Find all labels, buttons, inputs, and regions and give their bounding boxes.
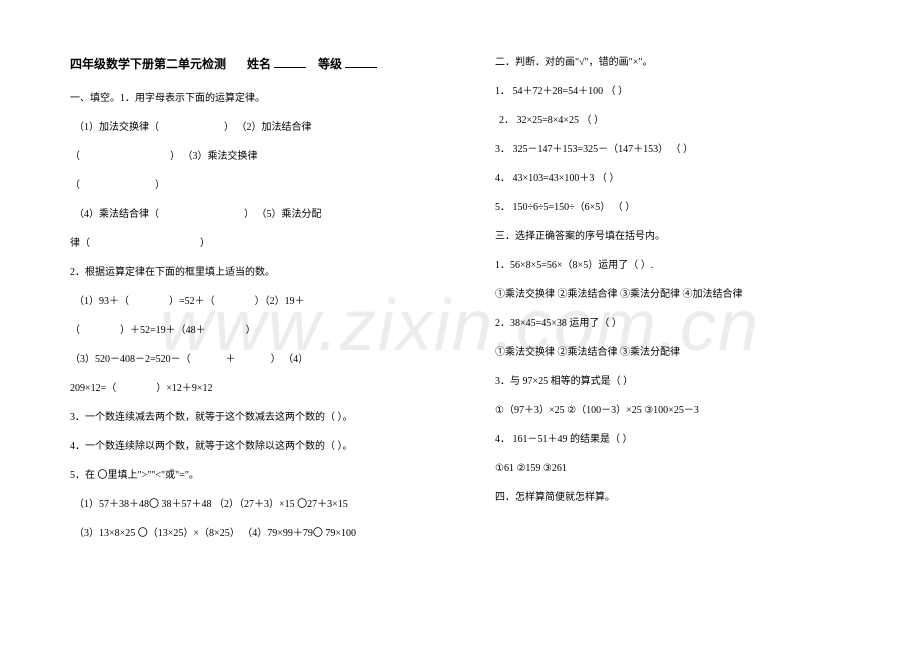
choose-1-opts: ①乘法交换律 ②乘法结合律 ③乘法分配律 ④加法结合律 (495, 287, 880, 302)
q2-l2b: ）＋52=19＋（48＋ (120, 325, 206, 336)
q1-l3b: ） (155, 180, 165, 191)
choose-2-opts: ①乘法交换律 ②乘法结合律 ③乘法分配律 (495, 345, 880, 360)
choose-3: 3．与 97×25 相等的算式是（ ） (495, 374, 880, 389)
q1-l3a: （ (70, 180, 80, 191)
q2-line1: （1）93＋（ ）=52＋（ ）（2）19＋ (74, 294, 455, 309)
q5-line2: （3）13×8×25 〇（13×25）×（8×25） （4）79×99＋79〇 … (74, 526, 455, 541)
q2-line3: （3）520－408－2=520－（ ＋ ） （4） (70, 352, 455, 367)
q2-l1a: （1）93＋（ (74, 296, 129, 307)
choose-3-opts: ①（97＋3）×25 ②（100－3）×25 ③100×25－3 (495, 403, 880, 418)
q1-l5b: ） (200, 238, 210, 249)
q2-l3c: ） （4） (271, 354, 309, 365)
right-column: 二．判断．对的画"√"，错的画"×"。 1． 54＋72＋28=54＋100 （… (495, 55, 880, 555)
title-grade-label: 等级 (318, 57, 342, 71)
q1-line2: （ ） （3）乘法交换律 (70, 149, 455, 164)
choose-1: 1．56×8×5=56×（8×5）运用了（ ）. (495, 258, 880, 273)
choose-4-opts: ①61 ②159 ③261 (495, 461, 880, 476)
q1-l4b: ） （5）乘法分配 (244, 209, 322, 220)
q1-line4: （4）乘法结合律（ ） （5）乘法分配 (74, 207, 455, 222)
section-judge-heading: 二．判断．对的画"√"，错的画"×"。 (495, 55, 880, 70)
judge-3: 3． 325－147＋153=325－（147＋153） （ ） (495, 142, 880, 157)
judge-2: 2． 32×25=8×4×25 （ ） (499, 113, 880, 128)
section-4-heading: 四．怎样算简便就怎样算。 (495, 490, 880, 505)
q1-l2b: ） （3）乘法交换律 (170, 151, 258, 162)
grade-blank (345, 57, 377, 68)
exam-title: 四年级数学下册第二单元检测 姓名 等级 (70, 55, 455, 73)
choose-2: 2．38×45=45×38 运用了（ ） (495, 316, 880, 331)
q1-l1b: ） （2）加法结合律 (224, 122, 312, 133)
q2-l1b: ）=52＋（ (169, 296, 215, 307)
q1-line5: 律（ ） (70, 236, 455, 251)
name-blank (274, 57, 306, 68)
q5-line1: （1）57＋38＋48〇 38＋57＋48 （2）（27＋3）×15 〇27＋3… (74, 497, 455, 512)
page-container: 四年级数学下册第二单元检测 姓名 等级 一、填空。1．用字母表示下面的运算定律。… (0, 0, 920, 575)
q2-l2c: ） (246, 325, 256, 336)
q1-line3: （ ） (70, 178, 455, 193)
q2-l4b: ）×12＋9×12 (156, 383, 212, 394)
title-main: 四年级数学下册第二单元检测 (70, 57, 226, 71)
section-1-heading: 一、填空。1．用字母表示下面的运算定律。 (70, 91, 455, 106)
q1-l5a: 律（ (70, 238, 90, 249)
q2-l1c: ）（2）19＋ (255, 296, 305, 307)
q2-l4a: 209×12=（ (70, 383, 116, 394)
section-2-heading: 2．根据运算定律在下面的框里填上适当的数。 (70, 265, 455, 280)
left-column: 四年级数学下册第二单元检测 姓名 等级 一、填空。1．用字母表示下面的运算定律。… (70, 55, 455, 555)
title-name-label: 姓名 (247, 57, 271, 71)
q2-line2: （ ）＋52=19＋（48＋ ） (70, 323, 455, 338)
q1-l4a: （4）乘法结合律（ (74, 209, 159, 220)
section-choose-heading: 三．选择正确答案的序号填在括号内。 (495, 229, 880, 244)
q1-l2a: （ (70, 151, 80, 162)
judge-5: 5． 150÷6÷5=150÷（6×5） （ ） (495, 200, 880, 215)
judge-4: 4． 43×103=43×100＋3 （ ） (495, 171, 880, 186)
q3-text: 3．一个数连续减去两个数，就等于这个数减去这两个数的（ ）。 (70, 410, 455, 425)
q1-l1a: （1）加法交换律（ (74, 122, 159, 133)
q4-text: 4．一个数连续除以两个数，就等于这个数除以这两个数的（ ）。 (70, 439, 455, 454)
q2-l3a: （3）520－408－2=520－（ (70, 354, 191, 365)
q2-l2a: （ (70, 325, 80, 336)
q1-line1: （1）加法交换律（ ） （2）加法结合律 (74, 120, 455, 135)
q2-line4: 209×12=（ ）×12＋9×12 (70, 381, 455, 396)
choose-4: 4． 161－51＋49 的结果是（ ） (495, 432, 880, 447)
q5-heading: 5．在 〇里填上">""<"或"="。 (70, 468, 455, 483)
q2-l3b: ＋ (226, 354, 236, 365)
judge-1: 1． 54＋72＋28=54＋100 （ ） (495, 84, 880, 99)
